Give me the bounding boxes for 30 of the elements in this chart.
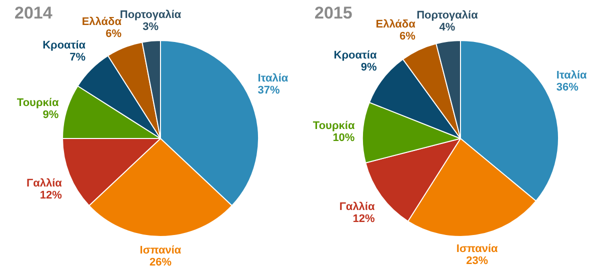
slice-label: Ιταλία [556,69,588,82]
slice-label: Ελλάδα [82,16,122,28]
data-label: 9% [42,108,59,121]
data-label: 4% [439,21,456,34]
slice-label: Γαλλία [26,178,62,190]
slice-label: Ισπανία [456,243,498,256]
data-label: 37% [258,84,280,96]
slice-label: Γαλλία [339,200,375,213]
data-label: 6% [106,28,122,40]
data-label: 9% [360,62,377,74]
slice-label: Ιταλία [258,72,288,84]
slice-label: Ισπανία [140,244,182,256]
data-label: 12% [352,212,375,225]
data-label: 12% [40,190,62,202]
data-label: 6% [399,30,416,43]
slice-label: Ελλάδα [376,18,416,31]
chart-title: 2014 [14,4,53,22]
data-label: 36% [556,81,579,94]
slice-label: Κροατία [334,50,377,62]
chart-title: 2015 [314,4,352,22]
slice-label: Κροατία [42,40,86,52]
slice-label: Τουρκία [16,96,59,109]
slice-label: Πορτογαλία [416,9,478,22]
slice-label: Πορτογαλία [120,8,182,21]
data-label: 26% [149,256,172,268]
data-label: 3% [142,20,159,33]
slice-label: Τουρκία [312,120,355,132]
data-label: 7% [70,52,86,64]
data-label: 23% [466,255,488,268]
data-label: 10% [332,132,355,144]
